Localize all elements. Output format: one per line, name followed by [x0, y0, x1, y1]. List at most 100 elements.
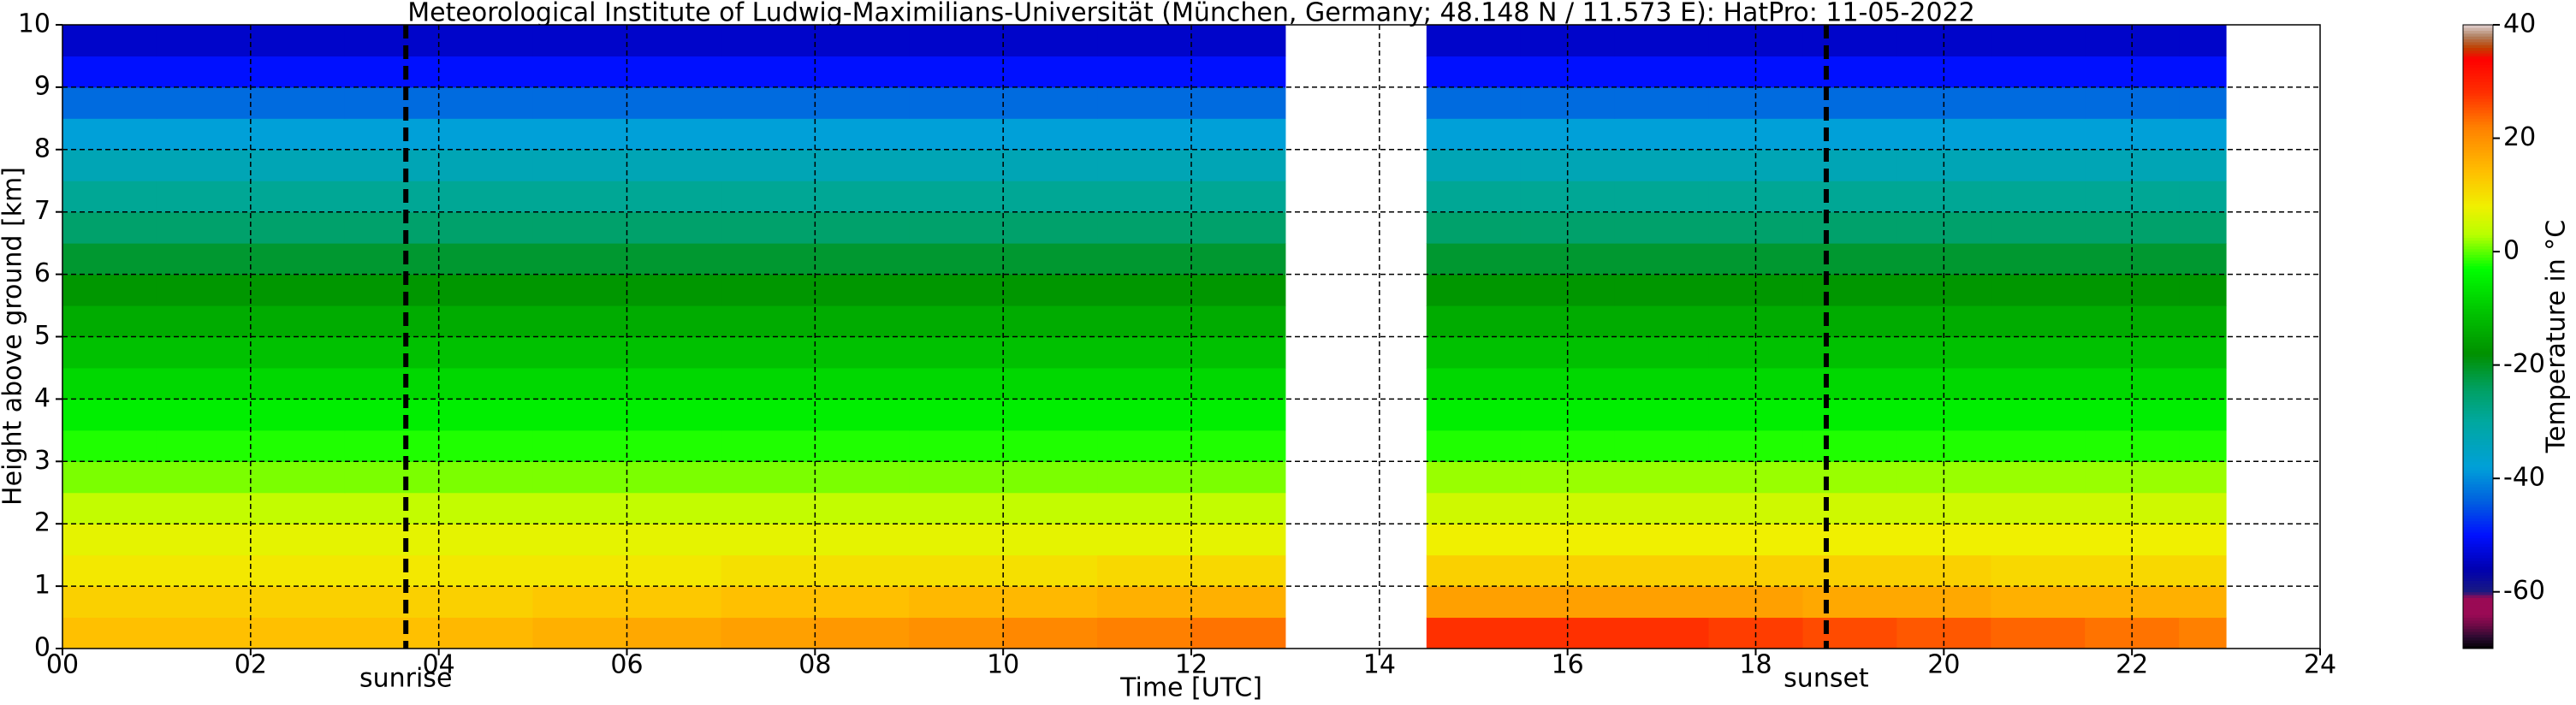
heat-cell — [721, 181, 816, 213]
colorbar-band — [2463, 30, 2493, 34]
heat-cell — [815, 524, 910, 556]
x-tick-label: 22 — [2116, 650, 2148, 680]
heat-cell — [1003, 25, 1098, 56]
heat-cell — [909, 243, 1004, 275]
colorbar-band — [2463, 293, 2493, 298]
colorbar-band — [2463, 421, 2493, 425]
heat-cell — [532, 118, 627, 151]
colorbar-band — [2463, 339, 2493, 343]
heat-cell — [2179, 554, 2227, 587]
heat-cell — [1991, 554, 2086, 587]
colorbar-label: Temperature in °C — [2542, 220, 2572, 453]
y-tick-label: 10 — [18, 9, 50, 39]
heat-cell — [1003, 586, 1098, 619]
colorbar-band — [2463, 628, 2493, 632]
colorbar-band — [2463, 396, 2493, 400]
heat-cell — [1802, 25, 1897, 56]
heat-cell — [815, 367, 910, 400]
colorbar-band — [2463, 243, 2493, 246]
colorbar-band — [2463, 263, 2493, 267]
colorbar-band — [2463, 549, 2493, 553]
colorbar-band — [2463, 64, 2493, 68]
heat-cell — [2179, 399, 2227, 431]
colorbar-band — [2463, 282, 2493, 287]
colorbar-band — [2463, 464, 2493, 468]
colorbar-band — [2463, 217, 2493, 222]
colorbar-band — [2463, 399, 2493, 403]
colorbar-band — [2463, 33, 2493, 37]
heat-cell — [626, 336, 721, 369]
heat-cell — [1097, 211, 1192, 244]
colorbar-band — [2463, 611, 2493, 615]
colorbar-band — [2463, 240, 2493, 244]
colorbar-band — [2463, 78, 2493, 82]
heat-cell — [438, 181, 534, 213]
colorbar-band — [2463, 98, 2493, 102]
heat-cell — [1991, 181, 2086, 213]
heat-cell — [344, 524, 440, 556]
colorbar-band — [2463, 532, 2493, 536]
heat-cell — [815, 305, 910, 337]
heat-cell — [1802, 461, 1897, 494]
heat-cell — [1097, 367, 1192, 400]
heat-cell — [1426, 211, 1522, 244]
heat-cell — [1097, 524, 1192, 556]
heat-cell — [2179, 25, 2227, 56]
heat-cell — [532, 399, 627, 431]
colorbar-band — [2463, 127, 2493, 131]
colorbar-band — [2463, 47, 2493, 51]
colorbar-band — [2463, 608, 2493, 613]
colorbar-band — [2463, 602, 2493, 607]
colorbar-band — [2463, 430, 2493, 434]
colorbar-band — [2463, 438, 2493, 442]
heat-cell — [1614, 367, 1710, 400]
colorbar-band — [2463, 328, 2493, 332]
heat-cell — [815, 25, 910, 56]
colorbar-band — [2463, 189, 2493, 193]
heat-cell — [2179, 243, 2227, 275]
colorbar-band — [2463, 364, 2493, 369]
colorbar-band — [2463, 643, 2493, 647]
colorbar-band — [2463, 461, 2493, 465]
heat-cell — [1426, 118, 1522, 151]
colorbar-band — [2463, 56, 2493, 60]
x-tick-label: 08 — [798, 650, 831, 680]
heat-cell — [156, 399, 252, 431]
heat-cell — [1191, 492, 1286, 524]
heat-cell — [815, 336, 910, 369]
colorbar-band — [2463, 215, 2493, 218]
heat-cell — [1003, 617, 1098, 649]
heat-cell — [62, 211, 157, 244]
colorbar-band — [2463, 73, 2493, 77]
x-tick-label: 10 — [987, 650, 1019, 680]
colorbar-band — [2463, 144, 2493, 147]
heat-cell — [1191, 243, 1286, 275]
heat-cell — [532, 617, 627, 649]
colorbar-band — [2463, 401, 2493, 406]
heat-cell — [438, 430, 534, 462]
heat-cell — [815, 211, 910, 244]
heat-cell — [438, 149, 534, 181]
heat-cell — [815, 617, 910, 649]
heat-cell — [1614, 118, 1710, 151]
colorbar-band — [2463, 116, 2493, 119]
x-tick-label: 06 — [610, 650, 643, 680]
colorbar-band — [2463, 640, 2493, 643]
heat-cell — [1191, 367, 1286, 400]
colorbar-band — [2463, 342, 2493, 346]
heat-cell — [909, 461, 1004, 494]
heat-cell — [344, 617, 440, 649]
y-tick-label: 2 — [34, 508, 50, 538]
heat-cell — [250, 461, 346, 494]
colorbar-band — [2463, 302, 2493, 306]
heat-cell — [721, 524, 816, 556]
heat-cell — [909, 367, 1004, 400]
colorbar-band — [2463, 475, 2493, 479]
heat-cell — [532, 586, 627, 619]
heat-cell — [532, 524, 627, 556]
heat-cell — [1097, 336, 1192, 369]
heat-cell — [1426, 461, 1522, 494]
colorbar-band — [2463, 149, 2493, 153]
heat-cell — [250, 554, 346, 587]
heat-cell — [156, 617, 252, 649]
